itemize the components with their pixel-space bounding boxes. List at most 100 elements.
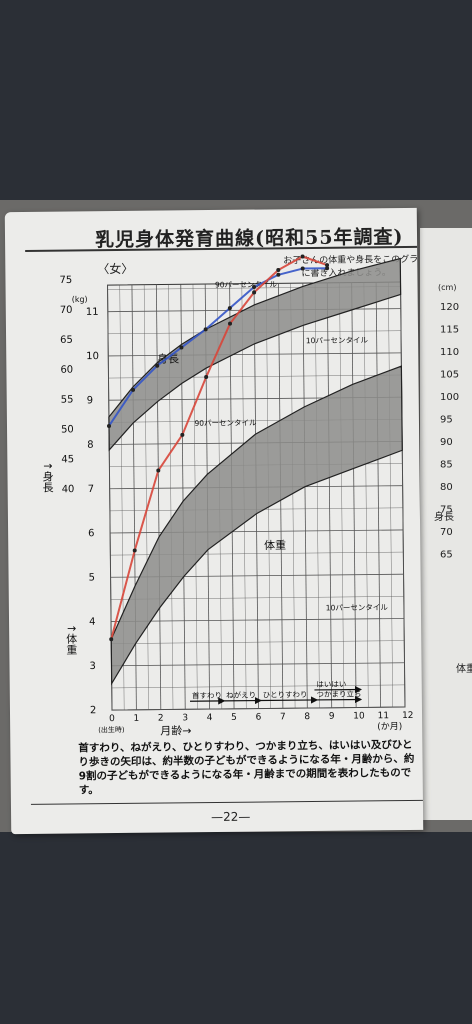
height-tick: 55 [61,394,74,405]
weight-axis-label: ↑体重 [65,624,78,655]
x-tick: 4 [207,713,213,723]
handwritten-point-blue [227,306,232,311]
handwritten-point-blue [325,266,330,271]
height-tick: 40 [62,484,75,495]
weight-tick: 5 [89,572,95,583]
next-page-height-label: 身長 [434,510,454,523]
x-tick: 8 [304,712,310,722]
handwritten-point-red [276,268,281,273]
height-tick: 75 [59,275,72,286]
grid-v [290,283,296,709]
milestone-label: ねがえり [226,690,256,700]
handwritten-point-blue [106,423,111,428]
grid-v [388,282,393,708]
x-axis-label: 月齢→ [160,723,191,737]
handwritten-point-blue [155,363,160,368]
weight-tick: 4 [89,617,95,628]
weight-tick: 8 [87,440,93,451]
booklet-page: 乳児身体発育曲線(昭和55年調査) 〈女〉 お子さんの体重や身長をこのグラフ に… [4,207,424,835]
milestone-label: ひとりすわり [263,690,308,699]
grid-v [339,282,345,708]
grid-v [168,284,174,710]
weight-unit: (kg) [72,295,88,304]
grid-h [110,529,404,534]
next-page-tick: 90 [440,437,453,448]
x-tick: 10 [353,711,365,721]
x-tick: 9 [329,712,335,722]
handwritten-point-red [180,432,185,437]
series-label-weight: 体重 [264,538,286,552]
milestone-note: 首すわり、ねがえり、ひとりすわり、つかまり立ち、はいはい及びひとり歩きの矢印は、… [78,738,415,797]
band-height [108,257,402,452]
weight-tick: 10 [86,351,99,362]
x-tick: 3 [182,713,188,723]
x-tick: 1 [133,714,139,724]
x-unit: (か月) [377,721,402,732]
handwritten-line-blue [108,267,328,427]
x-tick: 5 [231,713,237,723]
grid-v [155,284,162,710]
milestone-arrow [260,696,319,704]
next-page-tick: 70 [440,527,453,538]
handwritten-point-red [109,637,114,642]
grid-h [111,618,405,622]
next-page-tick: 75 [440,505,453,516]
milestone-label: 首すわり [192,690,222,700]
next-page-tick: 80 [440,482,453,493]
weight-tick: 3 [89,661,95,672]
next-page-tick: 115 [440,325,459,336]
next-page-tick: 65 [440,550,453,561]
handwritten-point-blue [300,266,305,271]
x-tick: 12 [402,711,414,721]
handwritten-point-blue [131,387,136,392]
height-tick: 50 [61,424,74,435]
handwritten-point-red [252,290,257,295]
handwritten-point-blue [179,345,184,350]
grid-h [111,662,405,667]
height-axis-label: ↑身長 [41,461,54,493]
next-page-tick: 85 [440,460,453,471]
page-number: —22— [211,809,251,825]
next-page-weight-label: 体重 [456,662,472,675]
growth-chart: 〈女〉 お子さんの体重や身長をこのグラフ に書き入れましょう。 身長90パーセン… [41,250,423,738]
milestone-label: はいはい [316,680,346,689]
handwritten-point-red [204,375,209,380]
x-tick: 11 [378,711,390,721]
footer-rule [30,799,423,805]
handwritten-point-blue [252,284,257,289]
height-tick: 60 [60,365,73,376]
grid-v [400,282,406,708]
grid-h [111,640,405,644]
x-tick: 0 [109,714,115,724]
handwritten-point-blue [276,272,281,277]
grid-v [351,282,357,708]
grid-v [375,282,381,708]
milestone-label: つかまり立ち [316,688,361,698]
handwritten-point-red [132,548,137,553]
x-tick: 7 [280,712,286,722]
height-tick: 80 [59,250,72,256]
label-10-1: 10パーセンタイル [326,603,389,613]
height-tick: 65 [60,335,73,346]
birth-label: (出生時) [98,725,125,734]
weight-tick: 2 [90,705,96,716]
gender-label: 〈女〉 [97,261,133,276]
grid-v [143,284,149,710]
band-weight [110,365,403,686]
next-page-tick: 95 [440,415,453,426]
grid-h [111,706,405,711]
next-page-tick: 100 [440,392,459,403]
weight-tick: 11 [86,307,99,318]
handwritten-point-red [325,263,330,268]
grid-v [302,283,308,709]
weight-tick: 6 [88,528,94,539]
handwritten-line-red [110,255,328,640]
x-tick: 6 [256,713,262,723]
label-90-1: 90パーセンタイル [194,418,257,428]
weight-tick: 7 [88,484,94,495]
instruction-line1: お子さんの体重や身長をこのグラフ [283,253,422,267]
grid-v [326,282,333,708]
weight-tick: 9 [87,395,93,406]
handwritten-point-blue [203,327,208,332]
label-10-0: 10パーセンタイル [306,336,369,346]
